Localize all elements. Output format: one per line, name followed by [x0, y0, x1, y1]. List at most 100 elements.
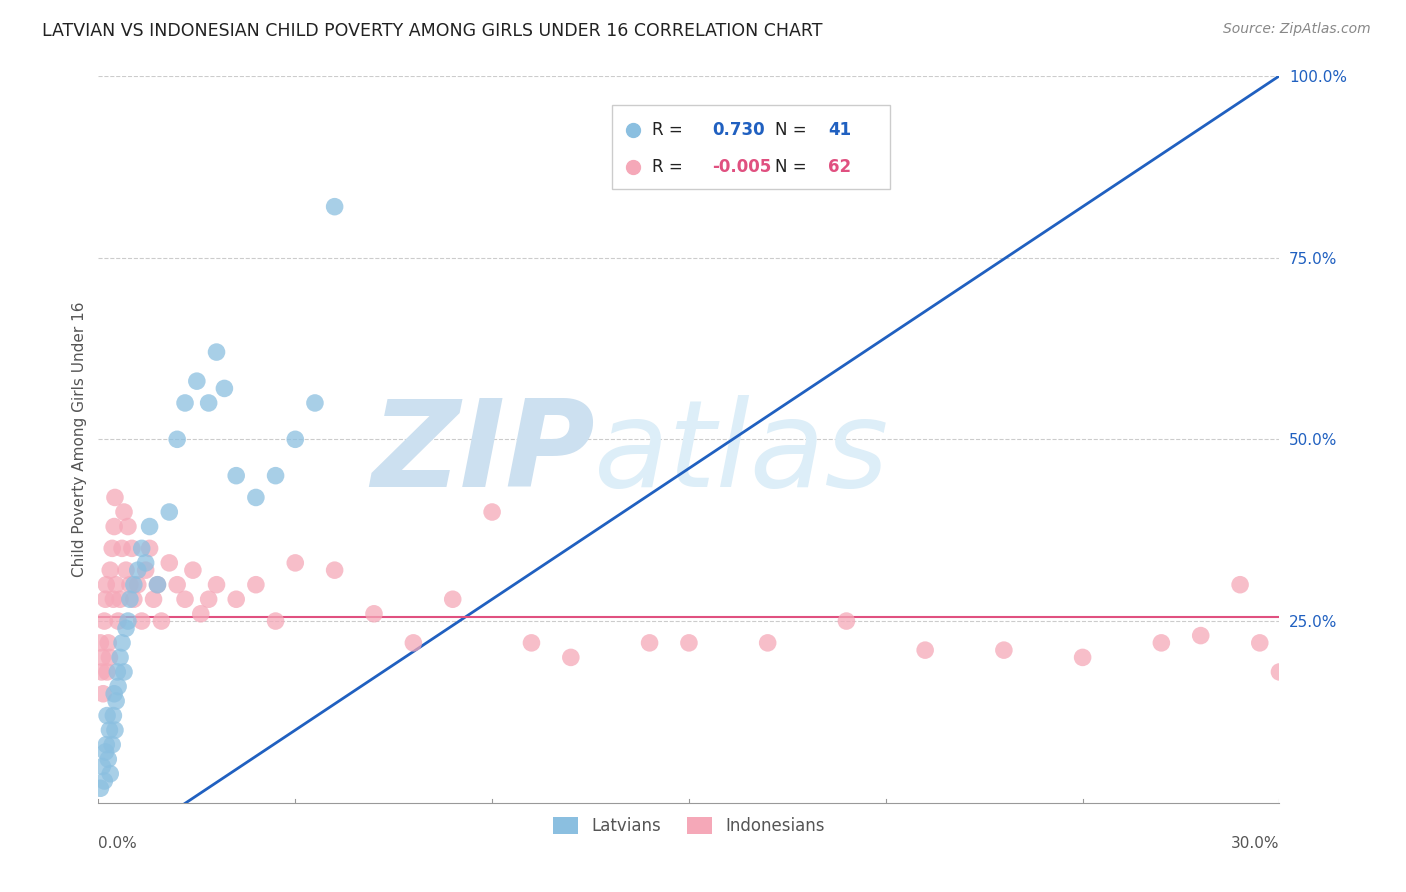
Point	[157, 556, 180, 570]
Point	[91, 687, 114, 701]
Point	[115, 621, 138, 635]
Point	[225, 592, 247, 607]
Point	[96, 738, 118, 752]
Point	[138, 541, 160, 556]
Point	[104, 491, 127, 505]
Point	[1249, 636, 1271, 650]
Point	[97, 636, 120, 650]
Text: R =: R =	[652, 158, 689, 176]
Point	[560, 650, 582, 665]
Point	[108, 592, 131, 607]
Point	[96, 578, 118, 592]
Point	[1229, 578, 1251, 592]
Point	[205, 578, 228, 592]
Point	[197, 396, 219, 410]
Text: atlas: atlas	[595, 395, 890, 512]
Point	[131, 541, 153, 556]
Point	[98, 563, 121, 577]
Point	[93, 774, 115, 789]
Point	[97, 752, 120, 766]
Point	[197, 592, 219, 607]
Point	[174, 396, 197, 410]
Point	[835, 614, 858, 628]
Point	[96, 708, 118, 723]
Point	[150, 614, 173, 628]
Point	[104, 723, 127, 737]
Point	[142, 592, 165, 607]
Point	[174, 592, 197, 607]
Point	[520, 636, 543, 650]
Point	[190, 607, 212, 621]
Point	[101, 541, 124, 556]
Point	[91, 650, 114, 665]
Text: ZIP: ZIP	[371, 395, 595, 512]
Point	[1189, 629, 1212, 643]
Point	[118, 578, 141, 592]
Point	[135, 563, 157, 577]
Point	[363, 607, 385, 621]
Point	[323, 200, 346, 214]
Point	[121, 541, 143, 556]
Point	[98, 650, 121, 665]
Point	[122, 592, 145, 607]
Point	[127, 578, 149, 592]
Point	[111, 541, 134, 556]
Y-axis label: Child Poverty Among Girls Under 16: Child Poverty Among Girls Under 16	[72, 301, 87, 577]
Point	[205, 345, 228, 359]
Point	[122, 578, 145, 592]
Point	[89, 636, 111, 650]
Point	[146, 578, 169, 592]
Point	[117, 519, 139, 533]
Text: R =: R =	[652, 121, 689, 139]
Point	[264, 614, 287, 628]
Point	[105, 665, 128, 679]
Point	[402, 636, 425, 650]
Point	[284, 556, 307, 570]
Point	[146, 578, 169, 592]
Point	[481, 505, 503, 519]
Point	[96, 665, 118, 679]
Point	[111, 636, 134, 650]
Point	[103, 592, 125, 607]
Point	[166, 578, 188, 592]
Point	[225, 468, 247, 483]
Point	[107, 680, 129, 694]
Point	[993, 643, 1015, 657]
Point	[105, 578, 128, 592]
Point	[323, 563, 346, 577]
Point	[214, 381, 236, 395]
Point	[93, 614, 115, 628]
Text: 0.730: 0.730	[713, 121, 765, 139]
Point	[304, 396, 326, 410]
Point	[181, 563, 204, 577]
Point	[98, 723, 121, 737]
Legend: Latvians, Indonesians: Latvians, Indonesians	[547, 810, 831, 842]
Point	[107, 614, 129, 628]
Point	[108, 650, 131, 665]
Point	[89, 781, 111, 796]
Point	[131, 614, 153, 628]
Point	[245, 491, 267, 505]
Point	[103, 687, 125, 701]
Point	[186, 374, 208, 388]
Text: 41: 41	[828, 121, 852, 139]
Text: 30.0%: 30.0%	[1232, 836, 1279, 850]
Point	[1071, 650, 1094, 665]
Text: LATVIAN VS INDONESIAN CHILD POVERTY AMONG GIRLS UNDER 16 CORRELATION CHART: LATVIAN VS INDONESIAN CHILD POVERTY AMON…	[42, 22, 823, 40]
Text: -0.005: -0.005	[713, 158, 772, 176]
Point	[441, 592, 464, 607]
Point	[914, 643, 936, 657]
Point	[90, 665, 112, 679]
Text: 0.0%: 0.0%	[98, 836, 138, 850]
Text: N =: N =	[775, 158, 813, 176]
Point	[1268, 665, 1291, 679]
Point	[127, 563, 149, 577]
Point	[166, 432, 188, 446]
Point	[105, 694, 128, 708]
FancyBboxPatch shape	[612, 105, 890, 188]
Point	[284, 432, 307, 446]
Point	[103, 519, 125, 533]
Point	[756, 636, 779, 650]
Point	[264, 468, 287, 483]
Point	[1150, 636, 1173, 650]
